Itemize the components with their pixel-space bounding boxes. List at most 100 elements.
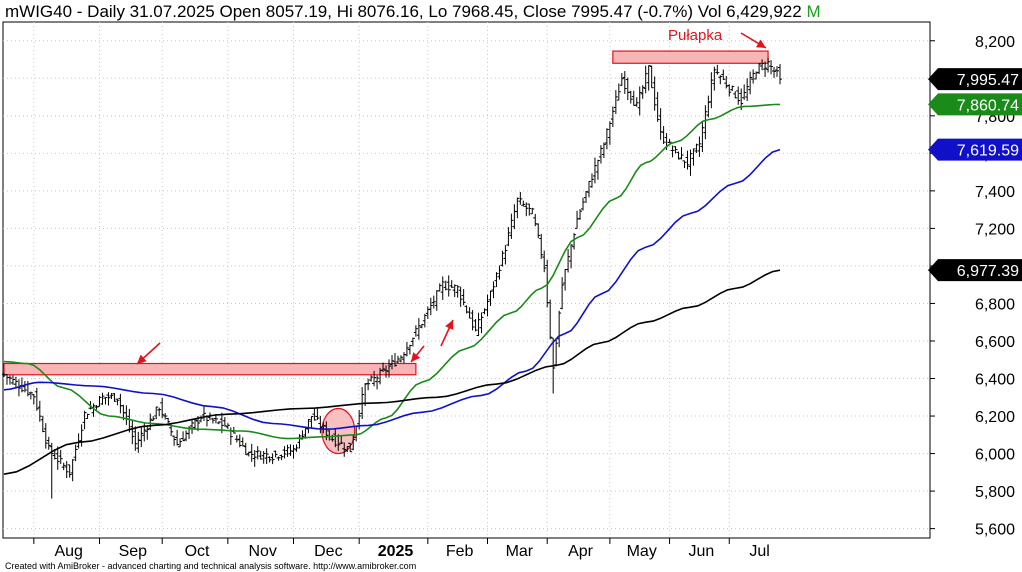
price-bar <box>452 284 457 298</box>
price-bar <box>91 403 96 417</box>
x-tick-label: Nov <box>248 543 276 560</box>
bottom-ellipse <box>321 407 356 455</box>
price-bar <box>166 417 171 424</box>
price-bar <box>581 197 586 211</box>
price-bar <box>610 106 615 127</box>
price-bar <box>539 233 544 259</box>
price-bar <box>640 85 645 99</box>
price-bar <box>40 415 45 433</box>
price-bar <box>658 108 663 140</box>
price-bar <box>201 406 206 421</box>
price-bar <box>312 407 317 421</box>
price-bar <box>604 128 609 150</box>
price-bar <box>500 250 505 267</box>
price-bar <box>428 297 433 316</box>
price-bar <box>649 65 654 89</box>
price-bar <box>13 376 18 389</box>
x-tick-label: Mar <box>506 543 534 560</box>
value-label-bg <box>928 138 1022 161</box>
price-bar <box>598 145 603 164</box>
value-label-text: 7,619.59 <box>957 143 1019 160</box>
chart-title-suffix: M <box>806 2 821 21</box>
price-bar <box>667 139 672 144</box>
x-tick-label: Oct <box>185 543 210 560</box>
price-bar <box>721 69 726 80</box>
price-bar <box>112 392 117 402</box>
x-tick-label: Dec <box>314 543 342 560</box>
price-bar <box>70 459 75 482</box>
price-bar <box>410 337 415 347</box>
price-bar <box>724 76 729 89</box>
price-bar <box>730 85 735 92</box>
price-bar <box>28 391 33 400</box>
price-bar <box>222 417 227 427</box>
price-bar <box>413 325 418 337</box>
price-bar <box>82 410 87 430</box>
price-bar <box>258 450 263 460</box>
y-tick-label: 5,800 <box>975 484 1015 501</box>
price-bar <box>318 415 323 434</box>
price-bars <box>2 57 782 499</box>
value-label: 7,995.47 <box>928 68 1022 91</box>
price-bar <box>163 413 168 420</box>
price-bar <box>291 444 296 459</box>
price-bar <box>240 437 245 447</box>
price-bar <box>748 71 753 95</box>
price-bar <box>733 91 738 99</box>
value-label: 6,977.39 <box>928 259 1022 282</box>
price-bar <box>586 180 591 198</box>
price-bar <box>97 395 102 407</box>
price-bar <box>22 380 27 393</box>
price-bar <box>470 310 475 331</box>
x-tick-label: Sep <box>119 543 148 560</box>
price-bar <box>449 280 454 289</box>
price-bar <box>372 370 377 387</box>
x-tick-label: Jun <box>689 543 715 560</box>
price-bar <box>431 295 436 309</box>
price-bar <box>727 84 732 97</box>
price-bar <box>670 145 675 158</box>
price-bar <box>34 387 39 411</box>
price-bar <box>494 272 499 288</box>
price-bar <box>595 159 600 180</box>
price-bar <box>622 71 627 94</box>
price-bar <box>139 427 144 448</box>
price-bar <box>443 280 448 291</box>
price-bar <box>109 392 114 400</box>
price-bar <box>778 64 782 85</box>
price-bar <box>210 417 215 424</box>
price-bar <box>342 442 347 457</box>
price-bar <box>715 64 720 75</box>
price-bar <box>697 136 702 157</box>
price-bar <box>637 86 642 116</box>
price-bar <box>548 299 553 340</box>
price-bar <box>46 436 51 450</box>
price-bar <box>491 281 496 299</box>
moving-average-line <box>3 269 781 475</box>
price-bar <box>100 392 105 405</box>
price-bar <box>339 435 344 445</box>
arrow-icon <box>440 319 454 347</box>
price-bar <box>578 209 583 220</box>
price-bar <box>422 313 427 328</box>
price-bar <box>592 157 597 184</box>
price-bar <box>476 312 481 337</box>
price-bar <box>607 121 612 145</box>
price-bar <box>455 285 460 298</box>
arrow-head <box>411 352 421 362</box>
chart-title: mWIG40 - Daily 31.07.2025 Open 8057.19, … <box>5 2 821 22</box>
price-bar <box>634 97 639 107</box>
y-tick-label: 5,600 <box>975 522 1015 539</box>
price-bar <box>294 444 299 452</box>
price-bar <box>193 419 198 430</box>
price-bar <box>458 286 463 307</box>
price-bar <box>485 294 490 317</box>
y-tick-label: 6,600 <box>975 334 1015 351</box>
price-bar <box>521 200 526 207</box>
price-bar <box>55 446 60 470</box>
price-bar <box>416 318 421 340</box>
price-bar <box>709 72 714 109</box>
price-bar <box>37 400 42 422</box>
price-bar <box>497 265 502 280</box>
price-bar <box>691 148 696 166</box>
